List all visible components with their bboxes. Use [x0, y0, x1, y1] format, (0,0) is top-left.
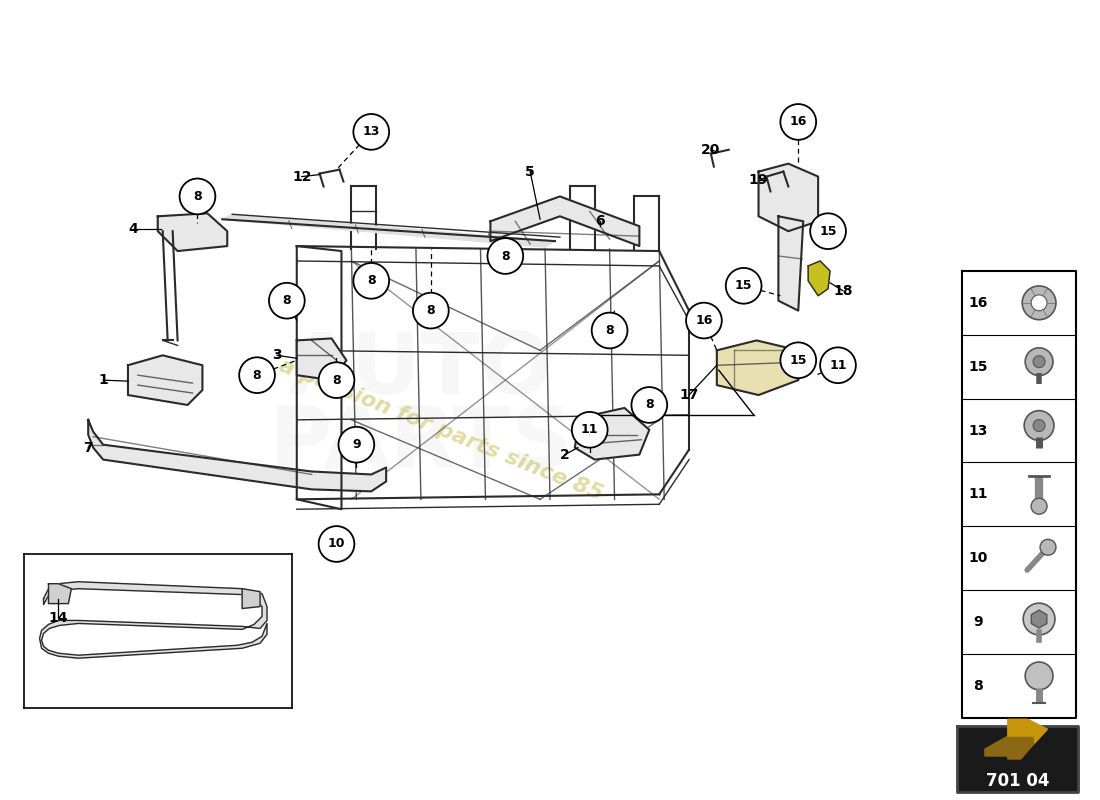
Circle shape [1031, 295, 1047, 310]
Circle shape [487, 238, 524, 274]
Text: 10: 10 [328, 538, 345, 550]
Polygon shape [717, 341, 799, 395]
Polygon shape [808, 261, 830, 296]
Text: 15: 15 [820, 225, 837, 238]
Circle shape [811, 214, 846, 249]
Text: 16: 16 [695, 314, 713, 327]
Text: PARTS: PARTS [268, 403, 573, 486]
Text: 11: 11 [968, 487, 988, 502]
Polygon shape [575, 408, 649, 459]
Text: 3: 3 [272, 348, 282, 362]
Text: AUTO: AUTO [288, 329, 553, 412]
Circle shape [1025, 662, 1053, 690]
Text: 2: 2 [560, 448, 570, 462]
Circle shape [1031, 498, 1047, 514]
Text: 20: 20 [701, 142, 721, 157]
Polygon shape [40, 582, 267, 658]
Circle shape [572, 412, 607, 448]
Text: 15: 15 [968, 360, 988, 374]
Circle shape [353, 114, 389, 150]
Polygon shape [242, 589, 260, 609]
Text: 13: 13 [968, 423, 988, 438]
Circle shape [780, 104, 816, 140]
Text: 8: 8 [283, 294, 292, 307]
Circle shape [179, 178, 216, 214]
Text: 12: 12 [292, 170, 311, 183]
Polygon shape [88, 420, 386, 491]
Circle shape [270, 283, 305, 318]
Text: 10: 10 [968, 551, 988, 565]
Text: 6: 6 [595, 214, 605, 228]
Text: 8: 8 [427, 304, 436, 317]
Circle shape [1033, 356, 1045, 368]
Polygon shape [128, 355, 202, 405]
Text: 15: 15 [790, 354, 807, 366]
Text: 8: 8 [194, 190, 201, 203]
Text: 8: 8 [253, 369, 262, 382]
Text: 16: 16 [968, 296, 988, 310]
Circle shape [726, 268, 761, 304]
Text: 19: 19 [749, 173, 768, 186]
Text: a passion for parts since 85: a passion for parts since 85 [276, 355, 606, 504]
Text: 5: 5 [526, 165, 535, 178]
Circle shape [1025, 348, 1053, 375]
Circle shape [780, 342, 816, 378]
Text: 11: 11 [829, 358, 847, 372]
Text: 13: 13 [363, 126, 379, 138]
Circle shape [339, 427, 374, 462]
Polygon shape [222, 214, 556, 247]
Text: 701 04: 701 04 [986, 772, 1049, 790]
Circle shape [319, 526, 354, 562]
Polygon shape [1032, 610, 1047, 628]
Circle shape [686, 302, 722, 338]
Text: 15: 15 [735, 279, 752, 292]
Circle shape [1023, 603, 1055, 635]
Circle shape [821, 347, 856, 383]
Circle shape [319, 362, 354, 398]
Circle shape [631, 387, 668, 423]
Text: 8: 8 [367, 274, 375, 287]
Circle shape [1024, 410, 1054, 441]
Text: 14: 14 [48, 611, 68, 626]
Text: 17: 17 [680, 388, 698, 402]
Circle shape [1033, 419, 1045, 431]
Polygon shape [491, 197, 639, 246]
Text: 18: 18 [833, 284, 853, 298]
Text: 8: 8 [500, 250, 509, 262]
Circle shape [1041, 539, 1056, 555]
Polygon shape [157, 214, 228, 251]
Polygon shape [957, 726, 1078, 792]
Text: 8: 8 [332, 374, 341, 386]
Text: 16: 16 [790, 115, 807, 129]
Text: 7: 7 [84, 441, 94, 454]
Polygon shape [48, 584, 72, 603]
Circle shape [412, 293, 449, 329]
Polygon shape [984, 736, 1035, 759]
Text: 11: 11 [581, 423, 598, 436]
Text: 8: 8 [974, 679, 983, 693]
Circle shape [1022, 286, 1056, 320]
Circle shape [353, 263, 389, 298]
Text: 9: 9 [352, 438, 361, 451]
Text: 1: 1 [98, 373, 108, 387]
Text: 4: 4 [128, 222, 138, 236]
Circle shape [239, 358, 275, 393]
Text: 8: 8 [645, 398, 653, 411]
Polygon shape [779, 216, 803, 310]
Polygon shape [759, 164, 818, 231]
Polygon shape [297, 338, 346, 380]
Polygon shape [1008, 719, 1047, 743]
Text: 8: 8 [605, 324, 614, 337]
Text: 9: 9 [974, 615, 982, 629]
Circle shape [592, 313, 627, 348]
